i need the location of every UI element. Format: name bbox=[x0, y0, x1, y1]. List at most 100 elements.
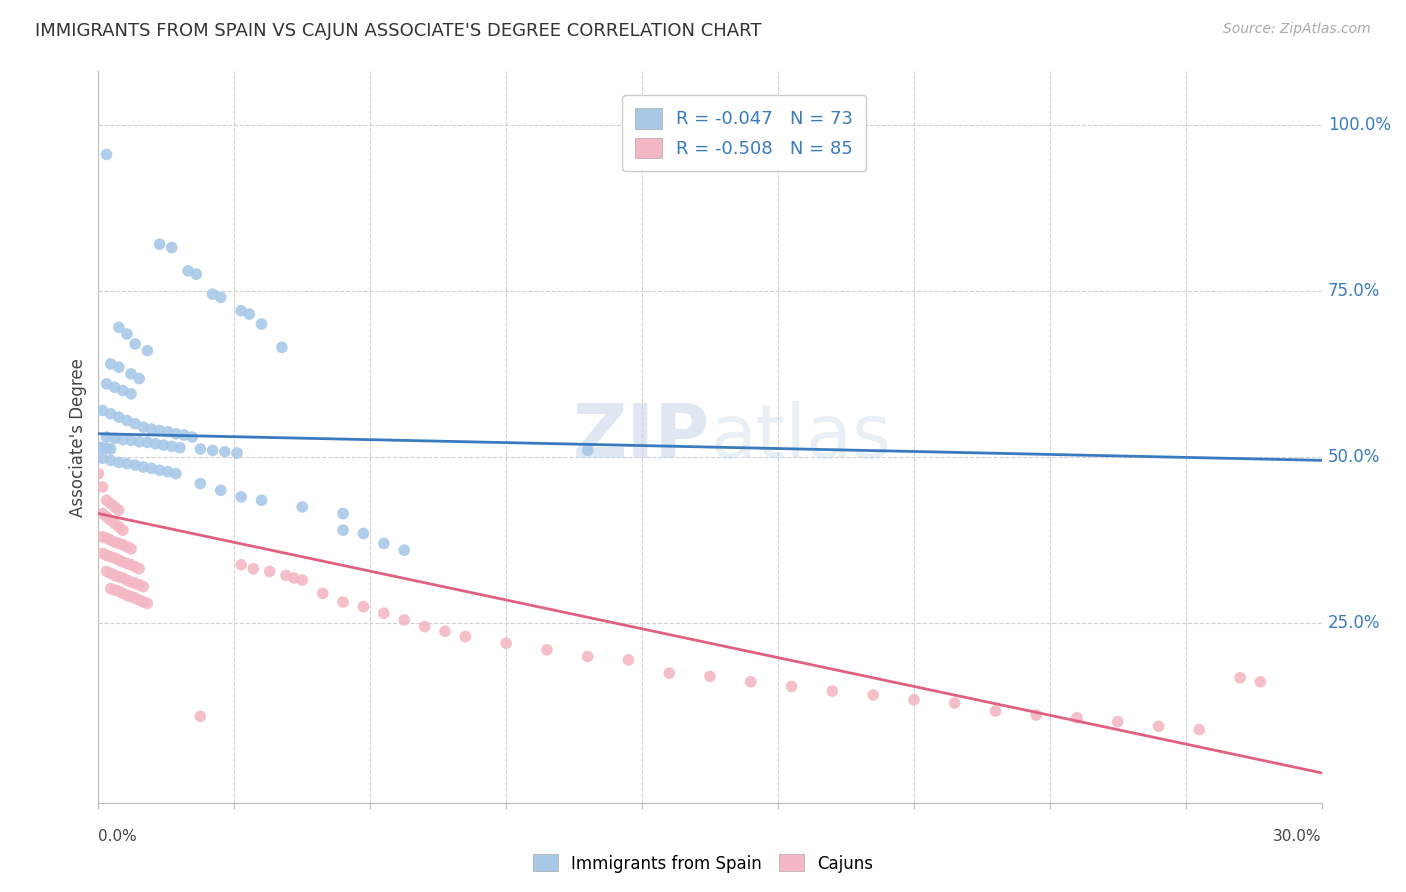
Point bbox=[96, 376, 118, 391]
Point bbox=[209, 290, 232, 304]
Point bbox=[413, 619, 436, 633]
Point bbox=[104, 516, 127, 531]
Point bbox=[115, 540, 138, 554]
Point bbox=[111, 571, 134, 585]
Point bbox=[373, 607, 395, 621]
Text: Source: ZipAtlas.com: Source: ZipAtlas.com bbox=[1223, 22, 1371, 37]
Point bbox=[124, 337, 146, 351]
Point bbox=[160, 241, 183, 255]
Point bbox=[169, 441, 191, 455]
Point bbox=[352, 526, 374, 541]
Legend: R = -0.047   N = 73, R = -0.508   N = 85: R = -0.047 N = 73, R = -0.508 N = 85 bbox=[623, 95, 866, 171]
Point bbox=[96, 549, 118, 563]
Point bbox=[1188, 723, 1211, 737]
Point bbox=[108, 553, 131, 567]
Point bbox=[149, 463, 172, 477]
Point bbox=[1229, 671, 1251, 685]
Point bbox=[434, 624, 457, 639]
Point bbox=[96, 442, 118, 456]
Point bbox=[152, 438, 174, 452]
Point bbox=[108, 536, 131, 550]
Point bbox=[312, 586, 335, 600]
Point bbox=[332, 595, 354, 609]
Point bbox=[128, 371, 150, 385]
Point bbox=[91, 530, 114, 544]
Point bbox=[1107, 714, 1129, 729]
Point bbox=[177, 264, 200, 278]
Point bbox=[332, 507, 354, 521]
Point bbox=[108, 360, 131, 375]
Point bbox=[100, 407, 122, 421]
Point bbox=[115, 573, 138, 587]
Point bbox=[111, 538, 134, 552]
Text: 0.0%: 0.0% bbox=[98, 830, 138, 845]
Point bbox=[96, 531, 118, 545]
Point bbox=[291, 573, 314, 587]
Point bbox=[188, 476, 212, 491]
Point bbox=[1066, 711, 1088, 725]
Point bbox=[188, 442, 212, 456]
Point bbox=[108, 570, 131, 584]
Point bbox=[91, 441, 114, 455]
Point bbox=[124, 591, 146, 605]
Point bbox=[104, 535, 127, 549]
Point bbox=[115, 557, 138, 571]
Text: 25.0%: 25.0% bbox=[1327, 615, 1381, 632]
Point bbox=[283, 571, 305, 585]
Point bbox=[91, 507, 114, 521]
Point bbox=[111, 586, 134, 600]
Point bbox=[120, 575, 142, 590]
Point bbox=[231, 490, 253, 504]
Point bbox=[115, 457, 138, 471]
Point bbox=[104, 500, 127, 514]
Point bbox=[699, 669, 721, 683]
Point bbox=[100, 453, 122, 467]
Point bbox=[120, 558, 142, 572]
Text: IMMIGRANTS FROM SPAIN VS CAJUN ASSOCIATE'S DEGREE CORRELATION CHART: IMMIGRANTS FROM SPAIN VS CAJUN ASSOCIATE… bbox=[35, 22, 762, 40]
Point bbox=[100, 513, 122, 527]
Point bbox=[87, 467, 110, 481]
Point bbox=[259, 565, 281, 579]
Point bbox=[242, 562, 264, 576]
Point bbox=[1025, 708, 1047, 723]
Point bbox=[104, 582, 127, 597]
Point bbox=[209, 483, 232, 498]
Point bbox=[495, 636, 517, 650]
Point bbox=[136, 343, 159, 358]
Point bbox=[128, 434, 150, 449]
Point bbox=[226, 446, 249, 460]
Point bbox=[181, 430, 204, 444]
Point bbox=[238, 307, 260, 321]
Point bbox=[156, 465, 179, 479]
Point bbox=[576, 649, 599, 664]
Legend: Immigrants from Spain, Cajuns: Immigrants from Spain, Cajuns bbox=[526, 847, 880, 880]
Point bbox=[91, 480, 114, 494]
Point bbox=[617, 653, 640, 667]
Point bbox=[124, 458, 146, 472]
Text: 50.0%: 50.0% bbox=[1327, 448, 1381, 466]
Point bbox=[96, 147, 118, 161]
Point bbox=[188, 709, 212, 723]
Text: ZIP: ZIP bbox=[572, 401, 710, 474]
Point bbox=[132, 595, 155, 609]
Point bbox=[274, 568, 297, 582]
Point bbox=[250, 317, 273, 331]
Point bbox=[201, 287, 224, 301]
Point bbox=[132, 580, 155, 594]
Point bbox=[1147, 719, 1170, 733]
Point bbox=[173, 428, 195, 442]
Point bbox=[111, 433, 134, 447]
Point bbox=[136, 596, 159, 610]
Point bbox=[231, 303, 253, 318]
Point bbox=[392, 613, 416, 627]
Point bbox=[291, 500, 314, 514]
Point bbox=[1249, 674, 1271, 689]
Text: 75.0%: 75.0% bbox=[1327, 282, 1381, 300]
Point bbox=[115, 326, 138, 341]
Y-axis label: Associate's Degree: Associate's Degree bbox=[69, 358, 87, 516]
Point bbox=[201, 443, 224, 458]
Point bbox=[120, 387, 142, 401]
Point bbox=[120, 590, 142, 604]
Point bbox=[100, 533, 122, 548]
Point bbox=[100, 442, 122, 456]
